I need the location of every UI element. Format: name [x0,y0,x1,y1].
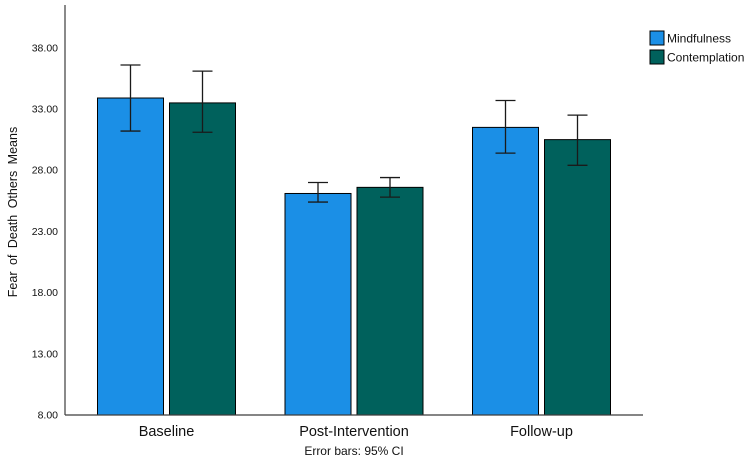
y-tick-label: 8.00 [38,410,59,422]
legend-label-mindfulness: Mindfulness [667,32,731,46]
x-category-label: Baseline [139,424,195,440]
axes-layer [64,5,643,416]
error-bars-layer [120,64,588,203]
y-tick-label: 33.00 [32,104,58,116]
bars-layer [97,97,611,416]
bar-contemplation-follow-up [544,139,611,416]
legend-swatch-contemplation [649,49,665,65]
y-tick-label: 13.00 [32,348,58,360]
y-tick-label: 28.00 [32,165,58,177]
legend-label-contemplation: Contemplation [667,51,744,65]
y-tick-label: 38.00 [32,42,58,54]
y-axis-title: Fear of Death Others Means [6,127,20,297]
bar-mindfulness-baseline [97,97,164,416]
legend: Mindfulness Contemplation [649,30,744,65]
y-tick-labels: 8.00 13.00 18.00 23.00 28.00 33.00 38.00 [32,42,58,421]
y-tick-label: 23.00 [32,226,58,238]
x-category-labels: Baseline Post-Intervention Follow-up [139,424,573,440]
x-category-label: Post-Intervention [299,424,409,440]
bar-contemplation-post-intervention [356,186,424,416]
error-bars-caption: Error bars: 95% CI [304,444,403,458]
bar-contemplation-baseline [169,102,236,416]
y-tick-label: 18.00 [32,287,58,299]
bar-mindfulness-post-intervention [284,192,352,416]
x-category-label: Follow-up [510,424,573,440]
legend-swatch-mindfulness [649,30,665,46]
bar-mindfulness-follow-up [472,126,539,416]
